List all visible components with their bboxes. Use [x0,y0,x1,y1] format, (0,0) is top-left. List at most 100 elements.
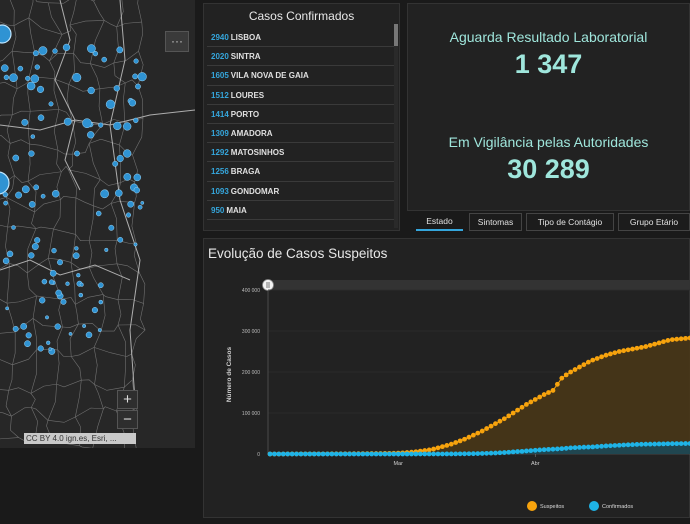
data-point[interactable] [612,443,618,448]
case-bubble[interactable] [3,200,8,206]
case-bubble[interactable] [37,114,45,121]
data-point[interactable] [585,359,591,365]
data-point[interactable] [546,390,551,395]
data-point[interactable] [311,451,317,457]
data-point[interactable] [625,442,631,448]
case-bubble[interactable] [117,236,124,243]
case-bubble[interactable] [57,259,63,266]
data-point[interactable] [674,441,680,447]
case-bubble[interactable] [72,72,82,83]
data-point[interactable] [475,430,481,436]
data-point[interactable] [462,436,467,442]
case-bubble[interactable] [48,347,53,351]
case-bubble[interactable] [127,200,135,208]
zoom-in-button[interactable]: + [117,390,138,409]
case-bubble[interactable] [28,252,35,259]
data-point[interactable] [563,372,569,378]
list-item[interactable]: 1512 LOURES [207,86,395,105]
case-bubble[interactable] [82,324,87,328]
data-point[interactable] [616,442,622,448]
data-point[interactable] [417,451,423,457]
data-point[interactable] [683,441,688,446]
case-bubble[interactable] [133,117,139,124]
data-point[interactable] [594,356,600,361]
case-bubble[interactable] [51,247,57,254]
case-bubble[interactable] [32,50,39,57]
case-bubble[interactable] [60,298,67,305]
case-bubble[interactable] [51,189,60,198]
case-bubble[interactable] [34,64,40,70]
data-point[interactable] [294,451,299,457]
case-bubble[interactable] [92,50,99,57]
case-bubble[interactable] [9,73,18,83]
data-point[interactable] [656,340,662,346]
case-bubble[interactable] [21,118,29,126]
case-bubble[interactable] [97,282,104,289]
case-bubble[interactable] [25,332,32,339]
case-bubble[interactable] [79,282,84,287]
case-bubble[interactable] [52,48,58,54]
case-bubble[interactable] [1,64,9,72]
case-bubble[interactable] [95,210,102,217]
data-point[interactable] [457,451,463,457]
data-point[interactable] [422,448,428,453]
data-point[interactable] [382,451,388,457]
data-point[interactable] [515,407,520,413]
case-bubble[interactable] [3,74,10,81]
data-point[interactable] [568,445,574,451]
data-point[interactable] [603,443,609,449]
map-view[interactable]: ··· + − CC BY 4.0 ign.es, Esri, ... [0,0,195,448]
case-bubble[interactable] [65,281,70,286]
data-point[interactable] [528,448,534,454]
data-point[interactable] [590,444,596,450]
data-point[interactable] [603,352,609,358]
data-point[interactable] [616,349,622,354]
tab-estado[interactable]: Estado [416,213,463,231]
case-bubble[interactable] [104,247,109,252]
case-bubble[interactable] [116,46,124,54]
data-point[interactable] [599,354,604,360]
case-bubble[interactable] [39,297,46,304]
data-point[interactable] [687,441,690,446]
data-point[interactable] [435,445,441,451]
case-bubble[interactable] [26,81,36,91]
data-point[interactable] [669,441,675,447]
data-point[interactable] [484,426,490,431]
data-point[interactable] [612,350,618,356]
case-bubble[interactable] [46,340,51,345]
municipality-map[interactable] [0,0,195,448]
data-point[interactable] [369,451,375,457]
data-point[interactable] [497,450,503,456]
case-bubble[interactable] [48,279,55,285]
data-point[interactable] [466,451,472,457]
case-bubble[interactable] [74,150,80,157]
case-bubble[interactable] [40,193,46,199]
data-point[interactable] [546,446,551,452]
case-bubble[interactable] [30,74,40,83]
case-bubble[interactable] [21,185,30,194]
data-point[interactable] [674,336,680,342]
data-point[interactable] [435,451,441,457]
data-point[interactable] [316,451,322,457]
data-point[interactable] [431,451,436,457]
data-point[interactable] [329,451,335,457]
data-point[interactable] [333,451,339,457]
data-point[interactable] [652,341,658,347]
data-point[interactable] [488,450,494,456]
data-point[interactable] [678,336,684,342]
list-item[interactable]: 1292 MATOSINHOS [207,143,395,163]
case-bubble[interactable] [97,328,102,333]
data-point[interactable] [577,364,582,370]
data-point[interactable] [550,446,556,452]
case-bubble[interactable] [135,83,141,90]
list-scrollbar[interactable] [394,24,398,228]
data-point[interactable] [289,451,295,457]
case-bubble[interactable] [87,131,95,139]
data-point[interactable] [634,442,640,447]
data-point[interactable] [524,448,529,454]
data-point[interactable] [665,441,671,447]
data-point[interactable] [462,451,467,457]
case-bubble[interactable] [24,340,31,348]
case-bubble[interactable] [37,345,44,352]
case-bubble[interactable] [105,99,116,109]
